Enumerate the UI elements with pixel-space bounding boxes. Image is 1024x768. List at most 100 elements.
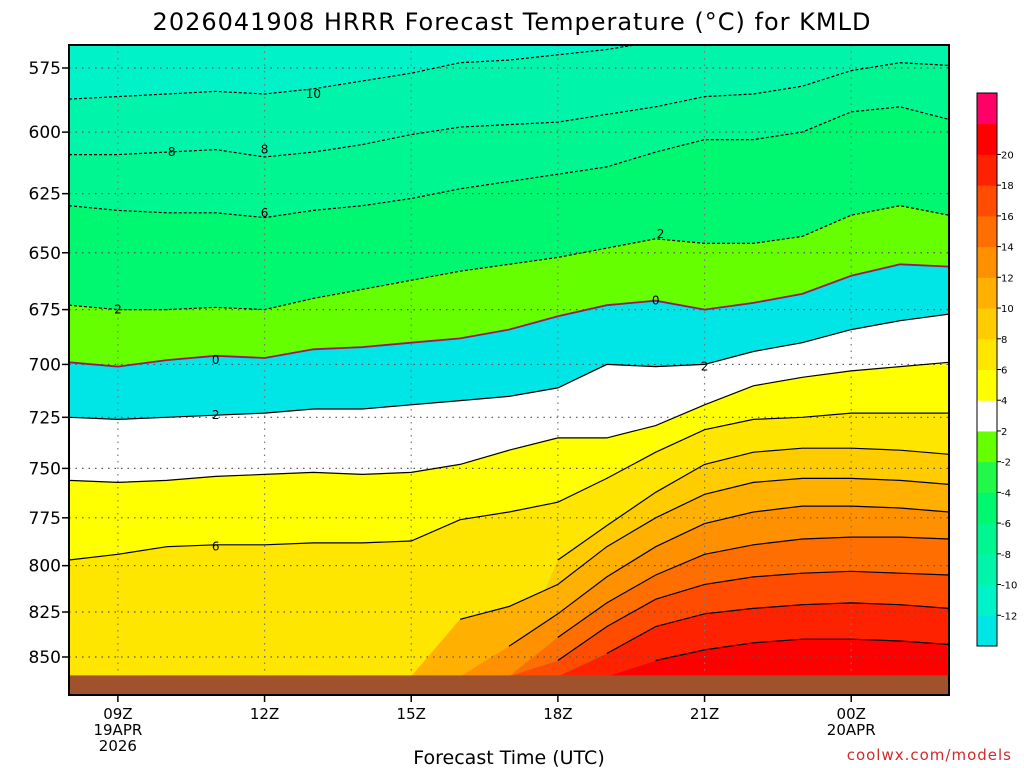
x-tick-label: 12Z <box>250 705 279 723</box>
colorbar-swatch <box>977 430 997 463</box>
isotherm-6 <box>69 412 949 561</box>
colorbar-swatch <box>977 215 997 248</box>
band-above-4 <box>69 362 949 560</box>
colorbar-swatch <box>977 461 997 493</box>
colorbar-label: -10 <box>1001 581 1017 592</box>
isotherm-16 <box>557 570 949 661</box>
colorbar-swatch <box>977 584 997 616</box>
isotherm-2 <box>69 313 949 421</box>
isotherm-4 <box>69 361 949 484</box>
y-tick-label: 825 <box>29 603 61 623</box>
band-above--10 <box>69 45 949 157</box>
y-tick-label: 650 <box>29 244 61 264</box>
colorbar: -12 -10 -8 -6 -4 -2 2 4 6 8 10 12 14 16 18 20 <box>976 92 1017 647</box>
colorbar-label: -4 <box>1001 488 1011 499</box>
isotherm-14 <box>557 536 949 638</box>
chart-title: 2026041908 HRRR Forecast Temperature (°C… <box>153 8 872 36</box>
y-tick-label: 600 <box>29 123 61 143</box>
colorbar-label: 4 <box>1001 396 1007 407</box>
x-tick-date: 19APR <box>93 721 142 739</box>
colorbar-label: 10 <box>1001 304 1014 315</box>
colorbar-swatch <box>977 369 997 401</box>
colorbar-swatch <box>977 185 997 217</box>
band-above-18 <box>69 602 949 677</box>
band-above--8 <box>69 62 949 218</box>
band-above-6 <box>69 413 949 677</box>
band-above-2 <box>69 314 949 483</box>
colorbar-label: 8 <box>1001 335 1007 346</box>
isotherm-label--2: 2 <box>114 303 122 317</box>
grid-layer <box>69 45 949 695</box>
isotherm-label--8: 8 <box>261 143 269 157</box>
isotherm--6 <box>69 106 949 219</box>
x-tick-date: 20APR <box>827 721 876 739</box>
colorbar-label: 2 <box>1001 427 1007 438</box>
isotherm-label--2b: 2 <box>657 227 665 241</box>
band-above--2 <box>69 205 949 367</box>
colorbar-swatch <box>977 308 997 340</box>
colorbar-label: -12 <box>1001 611 1017 622</box>
x-tick-label: 18Z <box>543 705 572 723</box>
colorbar-label: -8 <box>1001 550 1011 561</box>
colorbar-swatch <box>977 154 997 186</box>
band-above--12 <box>69 45 635 100</box>
colorbar-swatch <box>977 615 997 647</box>
y-tick-label: 700 <box>29 355 61 375</box>
colorbar-label: -2 <box>1001 458 1011 469</box>
colorbar-label: -6 <box>1001 519 1011 530</box>
colorbar-swatch <box>977 492 997 524</box>
plot-frame <box>68 44 950 696</box>
colorbar-label: 20 <box>1001 150 1014 161</box>
isotherm-8 <box>557 447 949 561</box>
isotherm-label-2: 2 <box>701 360 709 374</box>
colorbar-label: 6 <box>1001 366 1007 377</box>
colorbar-swatch <box>977 123 997 155</box>
x-tick-label: 21Z <box>690 705 719 723</box>
isotherm-label-8b: 8 <box>168 145 176 159</box>
colorbar-label: 16 <box>1001 212 1014 223</box>
band-above-12 <box>69 506 949 677</box>
y-tick-label: 675 <box>29 301 61 321</box>
y-axis: 575 600 625 650 675 700 725 750 775 800 825 850 <box>29 59 69 668</box>
colorbar-swatch <box>977 277 997 309</box>
isotherm-label-0b: 0 <box>652 294 660 308</box>
isotherm--8 <box>69 62 949 158</box>
isotherm-20 <box>655 638 949 662</box>
isotherm-10 <box>459 477 949 620</box>
band-above-20 <box>69 639 949 677</box>
isotherm-label--10: 10 <box>306 87 321 101</box>
y-tick-label: 800 <box>29 557 61 577</box>
isotherm-0 <box>69 263 949 368</box>
isotherm-18 <box>606 602 949 655</box>
colorbar-swatch <box>977 553 997 586</box>
site-credit: coolwx.com/models <box>847 746 1012 764</box>
x-axis-label: Forecast Time (UTC) <box>413 747 604 768</box>
isotherm--10 <box>69 45 639 100</box>
y-tick-label: 575 <box>29 59 61 79</box>
isotherm-12 <box>508 505 949 647</box>
band-above--6 <box>69 106 949 310</box>
band-above-14 <box>69 537 949 677</box>
temperature-fill-layer <box>69 45 949 695</box>
isotherm-label-2b: 2 <box>212 408 220 422</box>
x-tick-label: 15Z <box>397 705 426 723</box>
colorbar-swatch <box>977 93 997 125</box>
band-above-16 <box>69 571 949 677</box>
y-tick-label: 775 <box>29 509 61 529</box>
band-above-10 <box>69 478 949 677</box>
isotherm-label-6: 6 <box>212 540 220 554</box>
colorbar-label: 18 <box>1001 181 1014 192</box>
y-tick-label: 850 <box>29 648 61 668</box>
ground-layer <box>69 675 949 695</box>
x-tick-year: 2026 <box>99 737 137 755</box>
y-tick-label: 750 <box>29 459 61 479</box>
isotherm-label--6: 6 <box>261 206 269 220</box>
colorbar-label: 12 <box>1001 273 1014 284</box>
ground-surface <box>69 675 949 695</box>
isotherm-label-0: 0 <box>212 353 220 367</box>
x-tick-label: 00Z <box>837 705 866 723</box>
colorbar-swatch <box>977 338 997 370</box>
isotherm--2 <box>69 205 949 311</box>
